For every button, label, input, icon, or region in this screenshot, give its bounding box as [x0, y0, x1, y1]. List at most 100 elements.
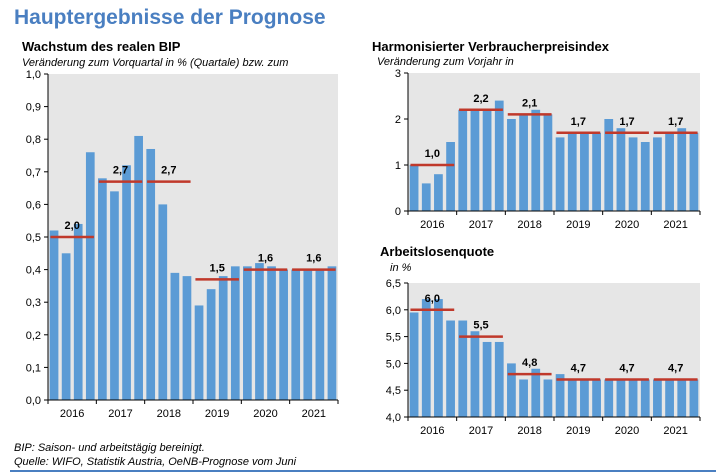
gdp-bar: [61, 253, 71, 400]
gdp-chart-title: Wachstum des realen BIP: [22, 39, 181, 54]
gdp-ytick-label: 0,0: [26, 395, 41, 407]
gdp-bar: [279, 269, 288, 400]
hicp-bar: [494, 100, 504, 211]
unemployment-bar: [640, 379, 650, 417]
unemployment-bar: [543, 379, 553, 417]
unemployment-xtick-label: 2017: [469, 425, 493, 437]
gdp-bar: [267, 266, 276, 400]
unemployment-bar: [458, 320, 468, 417]
gdp-bar: [303, 269, 313, 400]
unemployment-bar: [628, 379, 638, 417]
unemployment-bar: [592, 379, 601, 417]
hicp-annual-label: 1,7: [668, 116, 683, 128]
unemployment-ytick-label: 6,5: [386, 278, 401, 290]
hicp-bar: [592, 132, 601, 211]
unemployment-xtick-label: 2021: [663, 425, 687, 437]
gdp-ytick-label: 0,1: [26, 362, 41, 374]
hicp-bar: [604, 119, 614, 211]
unemployment-ytick-label: 4,5: [386, 385, 401, 397]
hicp-annual-label: 1,7: [571, 116, 586, 128]
gdp-plot-area: [48, 74, 338, 400]
gdp-annual-label: 1,6: [306, 253, 321, 265]
unemployment-ytick-label: 5,5: [386, 332, 401, 344]
gdp-ytick-label: 0,3: [26, 297, 41, 309]
hicp-plot-area: [408, 73, 700, 211]
hicp-bar: [580, 132, 589, 211]
unemployment-xtick-label: 2016: [420, 425, 444, 437]
hicp-bar: [470, 109, 480, 211]
hicp-bar: [507, 119, 516, 211]
gdp-bar: [85, 152, 95, 400]
source-note: Quelle: WIFO, Statistik Austria, OeNB-Pr…: [14, 456, 297, 468]
gdp-annual-label: 2,0: [65, 220, 80, 232]
gdp-annual-label: 1,5: [210, 262, 225, 274]
unemployment-annual-label: 4,7: [668, 362, 683, 374]
hicp-bar: [555, 137, 565, 211]
hicp-annual-label: 1,7: [619, 116, 634, 128]
unemployment-xtick-label: 2018: [517, 425, 541, 437]
unemployment-ytick-label: 4,0: [386, 412, 401, 424]
unemployment-bar: [519, 379, 528, 417]
gdp-xtick-label: 2020: [253, 408, 277, 420]
unemployment-bar: [482, 341, 492, 417]
hicp-bar: [446, 142, 455, 211]
hicp-xtick-label: 2018: [517, 219, 541, 231]
bottom-rule: [10, 470, 716, 472]
gdp-bar: [327, 266, 337, 400]
hicp-chart-title: Harmonisierter Verbraucherpreisindex: [372, 39, 609, 54]
gdp-bar: [146, 148, 156, 400]
gdp-xtick-label: 2021: [302, 408, 326, 420]
unemployment-annual-label: 4,8: [522, 357, 537, 369]
hicp-bar: [543, 114, 553, 211]
gdp-annual-label: 1,6: [258, 253, 273, 265]
hicp-bar: [519, 114, 528, 211]
gdp-bar: [243, 266, 252, 400]
unemployment-bar: [580, 379, 589, 417]
hicp-xtick-label: 2020: [615, 219, 639, 231]
unemployment-bar: [446, 320, 455, 417]
unemployment-bar: [604, 379, 614, 417]
hicp-chart-subtitle: Veränderung zum Vorjahr in: [377, 56, 514, 68]
gdp-ytick-label: 0,7: [26, 167, 41, 179]
unemployment-annual-label: 5,5: [473, 320, 488, 332]
unemployment-bar: [494, 341, 504, 417]
unemployment-plot-area: [408, 283, 700, 417]
unemployment-bar: [677, 379, 687, 417]
hicp-bar: [665, 132, 674, 211]
gdp-bar: [134, 135, 143, 400]
hicp-xtick-label: 2019: [566, 219, 590, 231]
hicp-bar: [482, 109, 492, 211]
hicp-annual-label: 1,0: [425, 148, 440, 160]
hicp-ytick-label: 2: [395, 114, 401, 126]
unemployment-bar: [567, 379, 577, 417]
hicp-bar: [616, 128, 626, 211]
gdp-bar: [291, 269, 301, 400]
hicp-bar: [421, 183, 431, 211]
gdp-bar: [255, 263, 264, 400]
hicp-bar: [628, 137, 638, 211]
unemployment-bar: [421, 299, 431, 417]
hicp-bar: [689, 132, 699, 211]
hicp-xtick-label: 2016: [420, 219, 444, 231]
unemployment-bar: [555, 374, 565, 417]
unemployment-annual-label: 4,7: [619, 362, 634, 374]
unemployment-bar: [689, 379, 699, 417]
gdp-ytick-label: 0,4: [26, 265, 41, 277]
hicp-bar: [653, 137, 662, 211]
unemployment-annual-label: 4,7: [571, 362, 586, 374]
gdp-xtick-label: 2016: [60, 408, 84, 420]
hicp-bar: [640, 142, 650, 211]
page-title: Hauptergebnisse der Prognose: [14, 6, 326, 29]
gdp-bar: [182, 276, 192, 400]
unemployment-chart-title: Arbeitslosenquote: [380, 244, 495, 259]
hicp-ytick-label: 3: [395, 68, 401, 80]
gdp-annual-label: 2,7: [113, 165, 128, 177]
unemployment-bar: [531, 368, 541, 417]
unemployment-annual-label: 6,0: [425, 293, 440, 305]
unemployment-bar: [665, 379, 674, 417]
gdp-bar: [73, 223, 83, 400]
gdp-ytick-label: 0,2: [26, 330, 41, 342]
hicp-ytick-label: 0: [395, 206, 401, 218]
gdp-ytick-label: 0,8: [26, 134, 41, 146]
